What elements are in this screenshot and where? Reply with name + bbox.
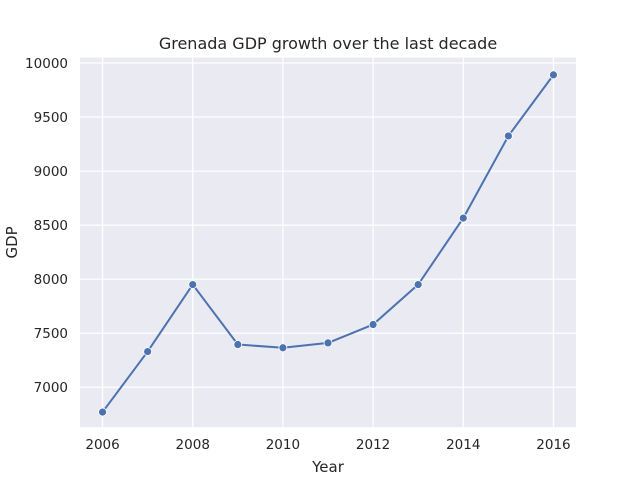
y-tick-label: 8500: [34, 218, 68, 234]
x-tick-label: 2014: [446, 437, 480, 453]
data-point: [503, 131, 513, 141]
data-point: [233, 340, 243, 349]
y-tick-label: 9500: [34, 110, 68, 126]
data-point: [188, 280, 198, 289]
tick-labels: 2006 2008 2010 2012 2014 2016 7000 7500 8000 8500…: [25, 56, 571, 453]
data-point: [413, 280, 423, 289]
y-tick-label: 9000: [34, 164, 68, 180]
data-point: [458, 213, 468, 223]
data-point: [549, 70, 558, 80]
y-axis-label: GDP: [3, 226, 21, 258]
x-tick-label: 2016: [536, 437, 570, 453]
x-tick-label: 2006: [85, 437, 119, 453]
chart-title: Grenada GDP growth over the last decade: [159, 34, 497, 53]
data-point: [98, 407, 107, 417]
y-tick-label: 8000: [34, 272, 68, 288]
y-tick-label: 7000: [34, 380, 68, 396]
data-point: [143, 347, 153, 356]
plot-area: [80, 57, 576, 428]
x-axis-label: Year: [311, 458, 345, 476]
data-point: [368, 320, 378, 329]
x-tick-label: 2010: [266, 437, 300, 453]
y-tick-label: 10000: [25, 56, 68, 72]
y-tick-label: 7500: [34, 326, 68, 342]
series-layer: [98, 70, 558, 417]
data-point: [278, 343, 288, 353]
grid-lines: [80, 57, 576, 428]
data-point: [323, 338, 333, 348]
x-tick-label: 2008: [176, 437, 210, 453]
x-tick-label: 2012: [356, 437, 390, 453]
